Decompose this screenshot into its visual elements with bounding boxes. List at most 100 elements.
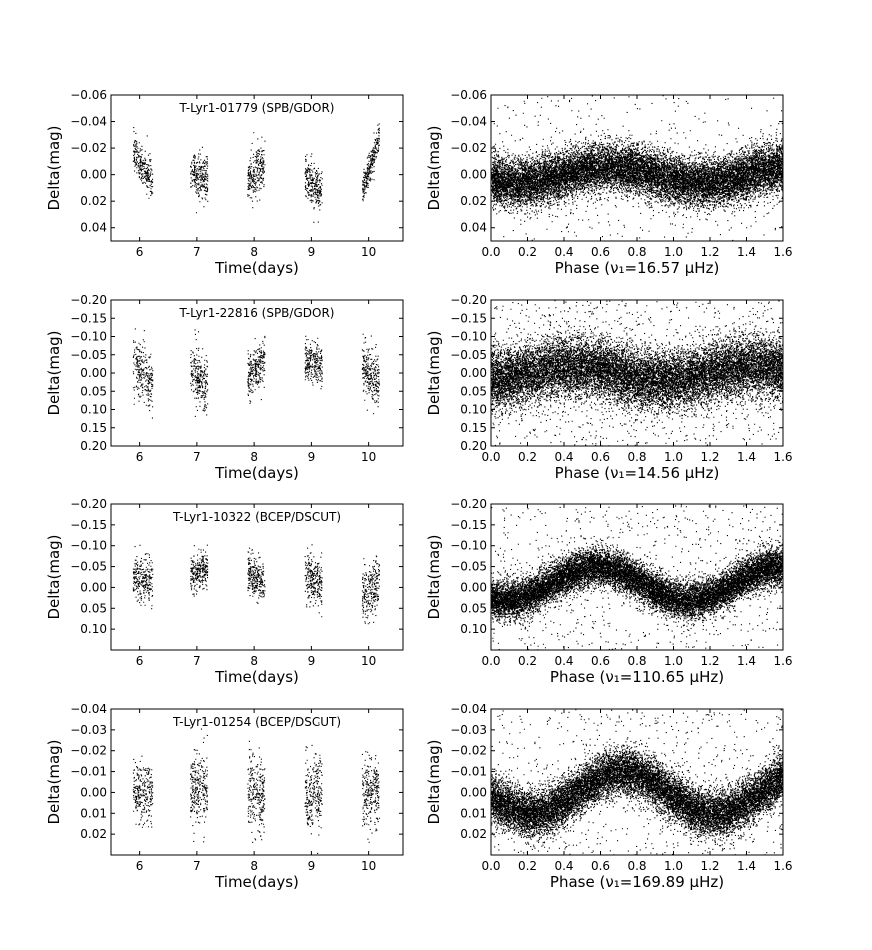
y-tick-label: −0.01: [70, 765, 107, 779]
panel-7: 0.0 0.2 0.4 0.6 0.8 1.0 1.2 1.4 1.6−0.04−0.03−0.…: [425, 702, 793, 891]
x-tick-label: 10: [361, 859, 376, 873]
panel-5: 0.0 0.2 0.4 0.6 0.8 1.0 1.2 1.4 1.6−0.20−0.15−0.…: [425, 497, 793, 686]
data-points: [133, 123, 380, 223]
y-axis-label: Delta(mag): [425, 739, 443, 824]
scatter-points: [491, 709, 784, 857]
y-tick-label: 0.00: [460, 366, 487, 380]
x-tick-label: 8: [250, 654, 258, 668]
x-axis-label: Phase (ν₁=110.65 μHz): [550, 668, 724, 686]
scatter-points: [491, 505, 784, 651]
y-tick-label: 0.05: [80, 384, 107, 398]
x-tick-label: 0.0: [481, 859, 500, 873]
plot-frame: [111, 709, 403, 855]
y-tick-label: −0.04: [70, 115, 107, 129]
x-tick-label: 0.8: [627, 654, 646, 668]
data-points: [491, 95, 784, 241]
x-tick-label: 1.0: [664, 654, 683, 668]
x-tick-label: 10: [361, 450, 376, 464]
y-tick-label: −0.04: [450, 115, 487, 129]
x-tick-label: 8: [250, 859, 258, 873]
x-tick-label: 1.6: [773, 450, 792, 464]
x-tick-label: 7: [193, 450, 201, 464]
y-tick-label: 0.00: [80, 785, 107, 799]
y-tick-label: −0.05: [70, 560, 107, 574]
panel-0: 6 7 8 9 10−0.06−0.04−0.020.000.020.04Time(da…: [45, 88, 403, 277]
y-tick-label: 0.02: [80, 827, 107, 841]
y-tick-label: 0.01: [80, 806, 107, 820]
x-tick-label: 0.4: [554, 859, 573, 873]
y-tick-label: −0.05: [70, 348, 107, 362]
y-tick-label: 0.00: [460, 580, 487, 594]
x-axis-label: Phase (ν₁=16.57 μHz): [555, 259, 720, 277]
y-tick-label: −0.20: [70, 293, 107, 307]
x-tick-label: 9: [308, 245, 316, 259]
y-tick-label: −0.02: [450, 141, 487, 155]
x-tick-label: 0.4: [554, 654, 573, 668]
x-tick-label: 0.2: [518, 859, 537, 873]
scatter-points: [133, 123, 380, 223]
x-tick-label: 10: [361, 654, 376, 668]
x-tick-label: 7: [193, 859, 201, 873]
x-tick-label: 0.2: [518, 654, 537, 668]
y-tick-label: −0.02: [450, 744, 487, 758]
x-tick-label: 6: [136, 450, 144, 464]
panel-title: T-Lyr1-10322 (BCEP/DSCUT): [172, 510, 341, 524]
x-tick-label: 7: [193, 245, 201, 259]
x-axis-label: Time(days): [214, 873, 299, 891]
x-tick-label: 0.8: [627, 450, 646, 464]
y-tick-label: −0.10: [450, 330, 487, 344]
plot-frame: [111, 504, 403, 650]
y-tick-label: −0.15: [70, 311, 107, 325]
y-tick-label: −0.02: [70, 744, 107, 758]
x-tick-label: 0.6: [591, 450, 610, 464]
y-axis-label: Delta(mag): [45, 739, 63, 824]
x-tick-label: 0.0: [481, 245, 500, 259]
y-tick-label: −0.03: [450, 723, 487, 737]
data-points: [133, 544, 380, 624]
y-tick-label: 0.15: [460, 421, 487, 435]
y-tick-label: 0.02: [80, 194, 107, 208]
x-tick-label: 1.4: [737, 859, 756, 873]
x-tick-label: 1.2: [700, 654, 719, 668]
panel-title: T-Lyr1-01779 (SPB/GDOR): [179, 101, 335, 115]
y-tick-label: 0.04: [80, 221, 107, 235]
y-tick-label: 0.20: [80, 439, 107, 453]
x-tick-label: 0.4: [554, 245, 573, 259]
x-axis-label: Phase (ν₁=169.89 μHz): [550, 873, 724, 891]
x-tick-label: 9: [308, 654, 316, 668]
scatter-points: [133, 722, 380, 856]
panel-3: 0.0 0.2 0.4 0.6 0.8 1.0 1.2 1.4 1.6−0.20−0.15−0.…: [425, 293, 793, 482]
x-tick-label: 1.2: [700, 245, 719, 259]
y-tick-label: −0.05: [450, 348, 487, 362]
scatter-points: [491, 95, 784, 241]
y-axis-label: Delta(mag): [425, 330, 443, 415]
x-tick-label: 6: [136, 859, 144, 873]
scatter-points: [491, 300, 784, 447]
y-tick-label: −0.15: [450, 311, 487, 325]
y-axis-label: Delta(mag): [425, 125, 443, 210]
y-tick-label: 0.02: [460, 194, 487, 208]
y-tick-label: −0.06: [450, 88, 487, 102]
y-tick-label: 0.05: [460, 601, 487, 615]
x-tick-label: 1.2: [700, 859, 719, 873]
x-tick-label: 1.0: [664, 859, 683, 873]
x-tick-label: 7: [193, 654, 201, 668]
scatter-points: [133, 544, 380, 624]
y-tick-label: −0.04: [450, 702, 487, 716]
y-tick-label: 0.10: [80, 622, 107, 636]
y-tick-label: 0.00: [460, 785, 487, 799]
panel-title: T-Lyr1-01254 (BCEP/DSCUT): [172, 715, 341, 729]
panel-6: 6 7 8 9 10−0.04−0.03−0.02−0.010.000.010.02Ti…: [45, 702, 403, 891]
scatter-points: [133, 328, 380, 418]
x-tick-label: 8: [250, 450, 258, 464]
x-tick-label: 0.8: [627, 859, 646, 873]
x-tick-label: 10: [361, 245, 376, 259]
y-tick-label: −0.20: [450, 293, 487, 307]
y-tick-label: −0.15: [70, 518, 107, 532]
y-tick-label: −0.05: [450, 560, 487, 574]
y-tick-label: 0.20: [460, 439, 487, 453]
y-tick-label: 0.15: [80, 421, 107, 435]
y-axis-label: Delta(mag): [45, 125, 63, 210]
y-tick-label: −0.10: [70, 539, 107, 553]
